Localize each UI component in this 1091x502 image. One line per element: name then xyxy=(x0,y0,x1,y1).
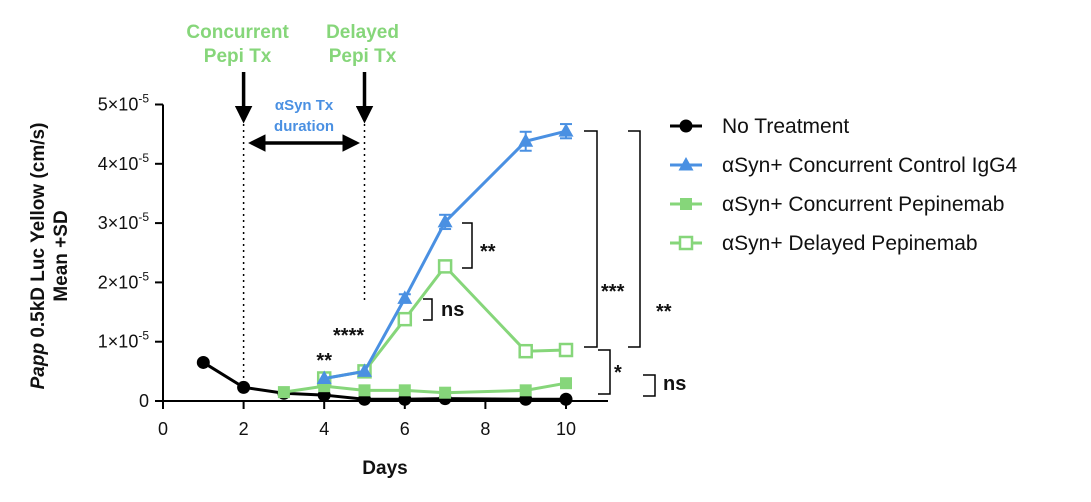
duration-label-line1: αSyn Tx xyxy=(275,97,334,114)
x-tick-label: 10 xyxy=(556,419,576,439)
y-tick-label: 1×10-5 xyxy=(98,329,150,352)
significance-label: ns xyxy=(441,299,464,321)
significance-markers: ******ns******** ns xyxy=(316,130,686,397)
y-tick-base: 0 xyxy=(139,391,149,411)
significance-label: ** xyxy=(656,301,672,323)
data-point xyxy=(518,133,534,147)
concurrent-label-line2: Pepi Tx xyxy=(204,46,272,67)
series-0 xyxy=(196,355,573,406)
bracket-day6 xyxy=(423,298,433,321)
legend-marker xyxy=(678,157,694,171)
y-tick-label: 2×10-5 xyxy=(98,269,150,292)
x-axis-title: Days xyxy=(362,458,407,479)
legend-item: αSyn+ Concurrent Pepinemab xyxy=(670,193,1004,216)
y-tick-label: 3×10-5 xyxy=(98,210,150,233)
y-tick-exponent: -5 xyxy=(138,269,149,283)
bracket-inner-top xyxy=(584,130,598,348)
y-tick-base: 2×10 xyxy=(98,272,139,292)
data-point xyxy=(397,290,413,304)
data-point xyxy=(439,386,452,399)
data-point xyxy=(559,392,573,406)
series-line xyxy=(323,129,567,380)
series-3 xyxy=(316,123,574,384)
legend-marker xyxy=(680,198,692,210)
data-point xyxy=(316,370,332,384)
x-tick-label: 4 xyxy=(319,419,329,439)
delayed-label-line1: Delayed xyxy=(326,22,399,43)
series-line xyxy=(323,264,567,380)
legend-label: No Treatment xyxy=(722,115,849,138)
data-point xyxy=(560,377,572,390)
data-point xyxy=(358,384,371,397)
y-tick-label: 5×10-5 xyxy=(98,92,150,115)
concurrent-label-line1: Concurrent xyxy=(186,22,289,43)
significance-label: ns xyxy=(663,373,686,395)
y-tick-base: 3×10 xyxy=(98,213,139,233)
bracket-day7 xyxy=(462,222,473,269)
x-tick-label: 0 xyxy=(158,419,168,439)
data-point xyxy=(237,380,251,394)
y-tick-exponent: -5 xyxy=(138,210,149,224)
y-tick-exponent: -5 xyxy=(138,151,149,165)
legend: No Treatment αSyn+ Concurrent Control IgG… xyxy=(670,115,1018,255)
y-tick-base: 4×10 xyxy=(98,154,139,174)
y-tick-exponent: -5 xyxy=(138,329,149,343)
y-axis-title: Papp 0.5kD Luc Yellow (cm/s) xyxy=(28,123,49,390)
significance-label: **** xyxy=(333,325,364,347)
data-point xyxy=(437,213,453,228)
x-tick-label: 6 xyxy=(400,419,410,439)
x-tick-label: 2 xyxy=(239,419,249,439)
legend-label: αSyn+ Delayed Pepinemab xyxy=(722,232,978,255)
legend-item: αSyn+ Concurrent Control IgG4 xyxy=(670,154,1018,177)
data-point xyxy=(196,355,210,369)
significance-label: ** xyxy=(316,350,332,372)
data-point xyxy=(558,123,574,137)
axes: 0 2 4 6 8 1001×10-52×10-53×10-54×10-55×10-5Da… xyxy=(28,92,608,479)
legend-item: No Treatment xyxy=(670,115,849,138)
x-tick-label: 8 xyxy=(480,419,490,439)
bracket-outer-bottom xyxy=(643,374,656,397)
y-tick-exponent: -5 xyxy=(138,92,149,106)
y-tick-label: 4×10-5 xyxy=(98,151,150,174)
significance-label: ** xyxy=(480,241,496,263)
data-point xyxy=(518,343,533,359)
significance-label: * xyxy=(614,362,622,384)
series-2 xyxy=(316,259,574,386)
data-point xyxy=(277,386,290,399)
data-point xyxy=(558,342,574,358)
y-axis-title-italic: Papp xyxy=(28,343,49,389)
data-point xyxy=(519,384,532,397)
legend-marker xyxy=(679,119,693,133)
bracket-inner-bottom xyxy=(598,349,611,395)
legend-marker xyxy=(678,235,694,251)
series-line xyxy=(202,361,566,401)
delayed-label-line2: Pepi Tx xyxy=(329,46,397,67)
y-axis-title-rest: 0.5kD Luc Yellow (cm/s) xyxy=(28,123,49,343)
data-point xyxy=(398,384,411,397)
significance-label: *** xyxy=(601,281,625,303)
y-axis-title-line2: Mean +SD xyxy=(51,210,72,301)
y-tick-base: 1×10 xyxy=(98,332,139,352)
legend-label: αSyn+ Concurrent Control IgG4 xyxy=(722,154,1018,177)
y-tick-base: 5×10 xyxy=(98,95,139,115)
data-point xyxy=(357,363,372,377)
y-tick-label: 0 xyxy=(139,391,149,411)
annotations: Concurrent Pepi Tx Delayed Pepi Tx αSyn Tx du… xyxy=(186,22,399,390)
duration-label-line2: duration xyxy=(274,118,334,135)
data-point xyxy=(397,311,413,327)
plot-area xyxy=(196,123,574,406)
legend-item: αSyn+ Delayed Pepinemab xyxy=(670,232,978,255)
data-point xyxy=(437,259,453,274)
legend-label: αSyn+ Concurrent Pepinemab xyxy=(722,193,1004,216)
bracket-outer-top xyxy=(628,130,641,348)
